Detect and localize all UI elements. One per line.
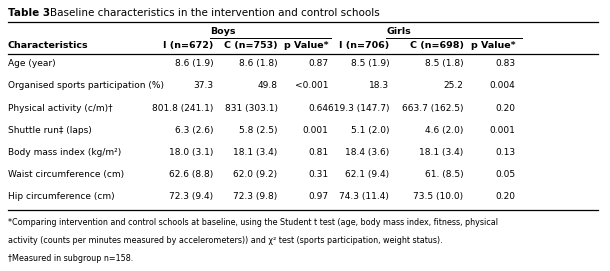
Text: 18.3: 18.3	[369, 81, 389, 90]
Text: 62.1 (9.4): 62.1 (9.4)	[345, 170, 389, 179]
Text: Characteristics: Characteristics	[8, 41, 88, 50]
Text: Age (year): Age (year)	[8, 59, 56, 68]
Text: p Value*: p Value*	[471, 41, 515, 50]
Text: p Value*: p Value*	[284, 41, 328, 50]
Text: †Measured in subgroup n=158.: †Measured in subgroup n=158.	[8, 254, 133, 263]
Text: 8.6 (1.9): 8.6 (1.9)	[175, 59, 214, 68]
Text: 6.3 (2.6): 6.3 (2.6)	[175, 126, 214, 135]
Text: 619.3 (147.7): 619.3 (147.7)	[328, 104, 389, 112]
Text: 663.7 (162.5): 663.7 (162.5)	[402, 104, 464, 112]
Text: 5.1 (2.0): 5.1 (2.0)	[351, 126, 389, 135]
Text: 8.6 (1.8): 8.6 (1.8)	[239, 59, 278, 68]
Text: 25.2: 25.2	[443, 81, 464, 90]
Text: 18.1 (3.4): 18.1 (3.4)	[233, 148, 278, 157]
Text: 37.3: 37.3	[193, 81, 214, 90]
Text: Baseline characteristics in the intervention and control schools: Baseline characteristics in the interven…	[50, 8, 380, 18]
Text: 0.81: 0.81	[308, 148, 328, 157]
Text: 62.0 (9.2): 62.0 (9.2)	[234, 170, 278, 179]
Text: I (n=672): I (n=672)	[163, 41, 213, 50]
Text: 0.31: 0.31	[308, 170, 328, 179]
Text: *Comparing intervention and control schools at baseline, using the Student t tes: *Comparing intervention and control scho…	[8, 218, 498, 227]
Text: activity (counts per minutes measured by accelerometers)) and χ² test (sports pa: activity (counts per minutes measured by…	[8, 236, 443, 245]
Text: Organised sports participation (%): Organised sports participation (%)	[8, 81, 164, 90]
Text: 18.1 (3.4): 18.1 (3.4)	[419, 148, 464, 157]
Text: 0.87: 0.87	[308, 59, 328, 68]
Text: 5.8 (2.5): 5.8 (2.5)	[239, 126, 278, 135]
Text: 62.6 (8.8): 62.6 (8.8)	[169, 170, 214, 179]
Text: 831 (303.1): 831 (303.1)	[224, 104, 278, 112]
Text: 0.83: 0.83	[495, 59, 515, 68]
Text: C (n=698): C (n=698)	[409, 41, 464, 50]
Text: Girls: Girls	[386, 27, 411, 36]
Text: 0.05: 0.05	[495, 170, 515, 179]
Text: Physical activity (c/m)†: Physical activity (c/m)†	[8, 104, 113, 112]
Text: 72.3 (9.8): 72.3 (9.8)	[233, 192, 278, 201]
Text: Table 3: Table 3	[8, 8, 50, 18]
Text: 0.001: 0.001	[303, 126, 328, 135]
Text: 0.20: 0.20	[495, 104, 515, 112]
Text: 61. (8.5): 61. (8.5)	[425, 170, 464, 179]
Text: 8.5 (1.9): 8.5 (1.9)	[351, 59, 389, 68]
Text: 0.004: 0.004	[490, 81, 515, 90]
Text: 0.13: 0.13	[495, 148, 515, 157]
Text: 72.3 (9.4): 72.3 (9.4)	[170, 192, 214, 201]
Text: <0.001: <0.001	[295, 81, 328, 90]
Text: 0.64: 0.64	[308, 104, 328, 112]
Text: Shuttle run‡ (laps): Shuttle run‡ (laps)	[8, 126, 92, 135]
Text: 74.3 (11.4): 74.3 (11.4)	[339, 192, 389, 201]
Text: I (n=706): I (n=706)	[339, 41, 389, 50]
Text: 0.97: 0.97	[308, 192, 328, 201]
Text: 0.001: 0.001	[490, 126, 515, 135]
Text: C (n=753): C (n=753)	[224, 41, 278, 50]
Text: 801.8 (241.1): 801.8 (241.1)	[152, 104, 213, 112]
Text: 8.5 (1.8): 8.5 (1.8)	[425, 59, 464, 68]
Text: Waist circumference (cm): Waist circumference (cm)	[8, 170, 124, 179]
Text: Hip circumference (cm): Hip circumference (cm)	[8, 192, 115, 201]
Text: 49.8: 49.8	[257, 81, 278, 90]
Text: 73.5 (10.0): 73.5 (10.0)	[414, 192, 464, 201]
Text: 4.6 (2.0): 4.6 (2.0)	[425, 126, 464, 135]
Text: 18.0 (3.1): 18.0 (3.1)	[169, 148, 214, 157]
Text: 18.4 (3.6): 18.4 (3.6)	[345, 148, 389, 157]
Text: 0.20: 0.20	[495, 192, 515, 201]
Text: Boys: Boys	[210, 27, 236, 36]
Text: Body mass index (kg/m²): Body mass index (kg/m²)	[8, 148, 121, 157]
